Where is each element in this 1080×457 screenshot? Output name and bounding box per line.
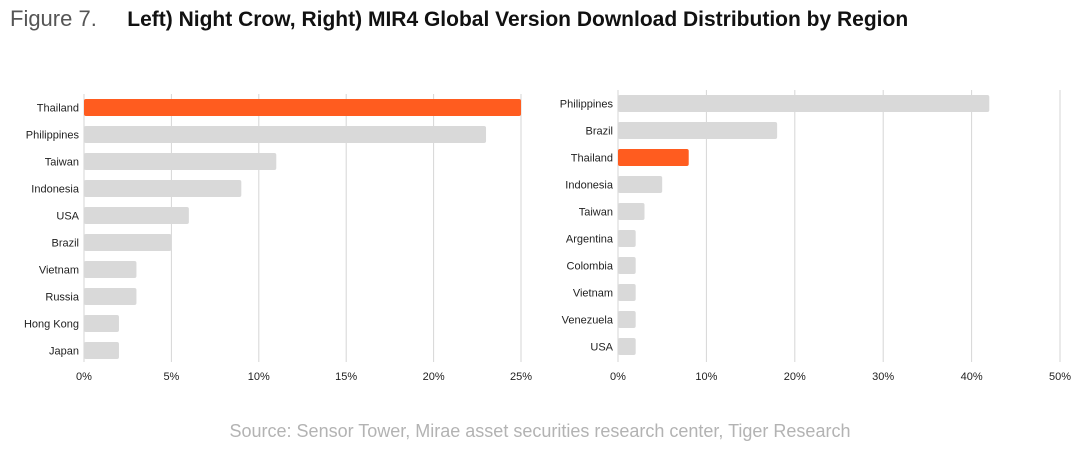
night-crow-bar-thailand bbox=[84, 99, 521, 116]
mir4-bar-philippines bbox=[618, 95, 990, 112]
night-crow-bar-usa bbox=[84, 207, 189, 224]
mir4-category-label: Colombia bbox=[567, 261, 614, 273]
source-note: Source: Sensor Tower, Mirae asset securi… bbox=[229, 421, 851, 441]
mir4-category-label: Venezuela bbox=[562, 315, 614, 327]
figure-header: Figure 7. Left) Night Crow, Right) MIR4 … bbox=[10, 6, 908, 36]
mir4-category-label: Indonesia bbox=[565, 180, 614, 192]
night-crow-category-label: Brazil bbox=[51, 238, 79, 250]
night-crow-x-tick-label: 10% bbox=[248, 371, 270, 383]
mir4-bar-taiwan bbox=[618, 203, 645, 220]
mir4-category-label: Brazil bbox=[585, 126, 613, 138]
mir4-x-tick-label: 0% bbox=[610, 371, 626, 383]
mir4-category-label: Vietnam bbox=[573, 288, 613, 300]
night-crow-bar-philippines bbox=[84, 126, 487, 143]
mir4-bar-brazil bbox=[618, 122, 778, 139]
mir4-category-label: Thailand bbox=[571, 153, 613, 165]
mir4-bar-venezuela bbox=[618, 311, 636, 328]
night-crow-bar-vietnam bbox=[84, 261, 137, 278]
night-crow-category-label: Indonesia bbox=[31, 184, 80, 196]
mir4-bar-colombia bbox=[618, 257, 636, 274]
night-crow-category-label: Hong Kong bbox=[24, 319, 79, 331]
night-crow-x-tick-label: 25% bbox=[510, 371, 532, 383]
mir4-x-tick-label: 20% bbox=[784, 371, 806, 383]
figure-label: Figure 7. bbox=[10, 6, 97, 31]
mir4-category-label: USA bbox=[590, 342, 613, 354]
night-crow-x-tick-label: 15% bbox=[335, 371, 357, 383]
night-crow-category-label: Russia bbox=[45, 292, 80, 304]
night-crow-bar-japan bbox=[84, 342, 119, 359]
night-crow-x-tick-label: 0% bbox=[76, 371, 92, 383]
mir4-chart: 0% 10% 20% 30% 40% 50% Philippines Brazil Thaila… bbox=[560, 90, 1071, 383]
mir4-x-tick-label: 30% bbox=[872, 371, 894, 383]
night-crow-category-label: Japan bbox=[49, 346, 79, 358]
mir4-x-tick-label: 10% bbox=[695, 371, 717, 383]
mir4-bar-vietnam bbox=[618, 284, 636, 301]
night-crow-chart: 0% 5% 10% 15% 20% 25% Thailand Philippines Taiwa… bbox=[24, 94, 532, 383]
night-crow-category-label: USA bbox=[56, 211, 79, 223]
night-crow-category-label: Thailand bbox=[37, 103, 79, 115]
night-crow-bar-hong-kong bbox=[84, 315, 119, 332]
night-crow-x-tick-label: 20% bbox=[423, 371, 445, 383]
mir4-x-tick-label: 50% bbox=[1049, 371, 1071, 383]
night-crow-category-label: Taiwan bbox=[45, 157, 79, 169]
mir4-bar-thailand bbox=[618, 149, 689, 166]
mir4-category-label: Philippines bbox=[560, 99, 614, 111]
night-crow-bar-russia bbox=[84, 288, 137, 305]
night-crow-bar-taiwan bbox=[84, 153, 277, 170]
mir4-category-label: Taiwan bbox=[579, 207, 613, 219]
night-crow-category-label: Vietnam bbox=[39, 265, 79, 277]
figure-title: Left) Night Crow, Right) MIR4 Global Ver… bbox=[127, 8, 909, 31]
night-crow-x-tick-label: 5% bbox=[163, 371, 179, 383]
night-crow-category-label: Philippines bbox=[26, 130, 80, 142]
night-crow-bar-brazil bbox=[84, 234, 172, 251]
mir4-bar-usa bbox=[618, 338, 636, 355]
mir4-x-tick-label: 40% bbox=[961, 371, 983, 383]
mir4-bar-indonesia bbox=[618, 176, 663, 193]
mir4-bar-argentina bbox=[618, 230, 636, 247]
mir4-category-label: Argentina bbox=[566, 234, 614, 246]
night-crow-bar-indonesia bbox=[84, 180, 242, 197]
